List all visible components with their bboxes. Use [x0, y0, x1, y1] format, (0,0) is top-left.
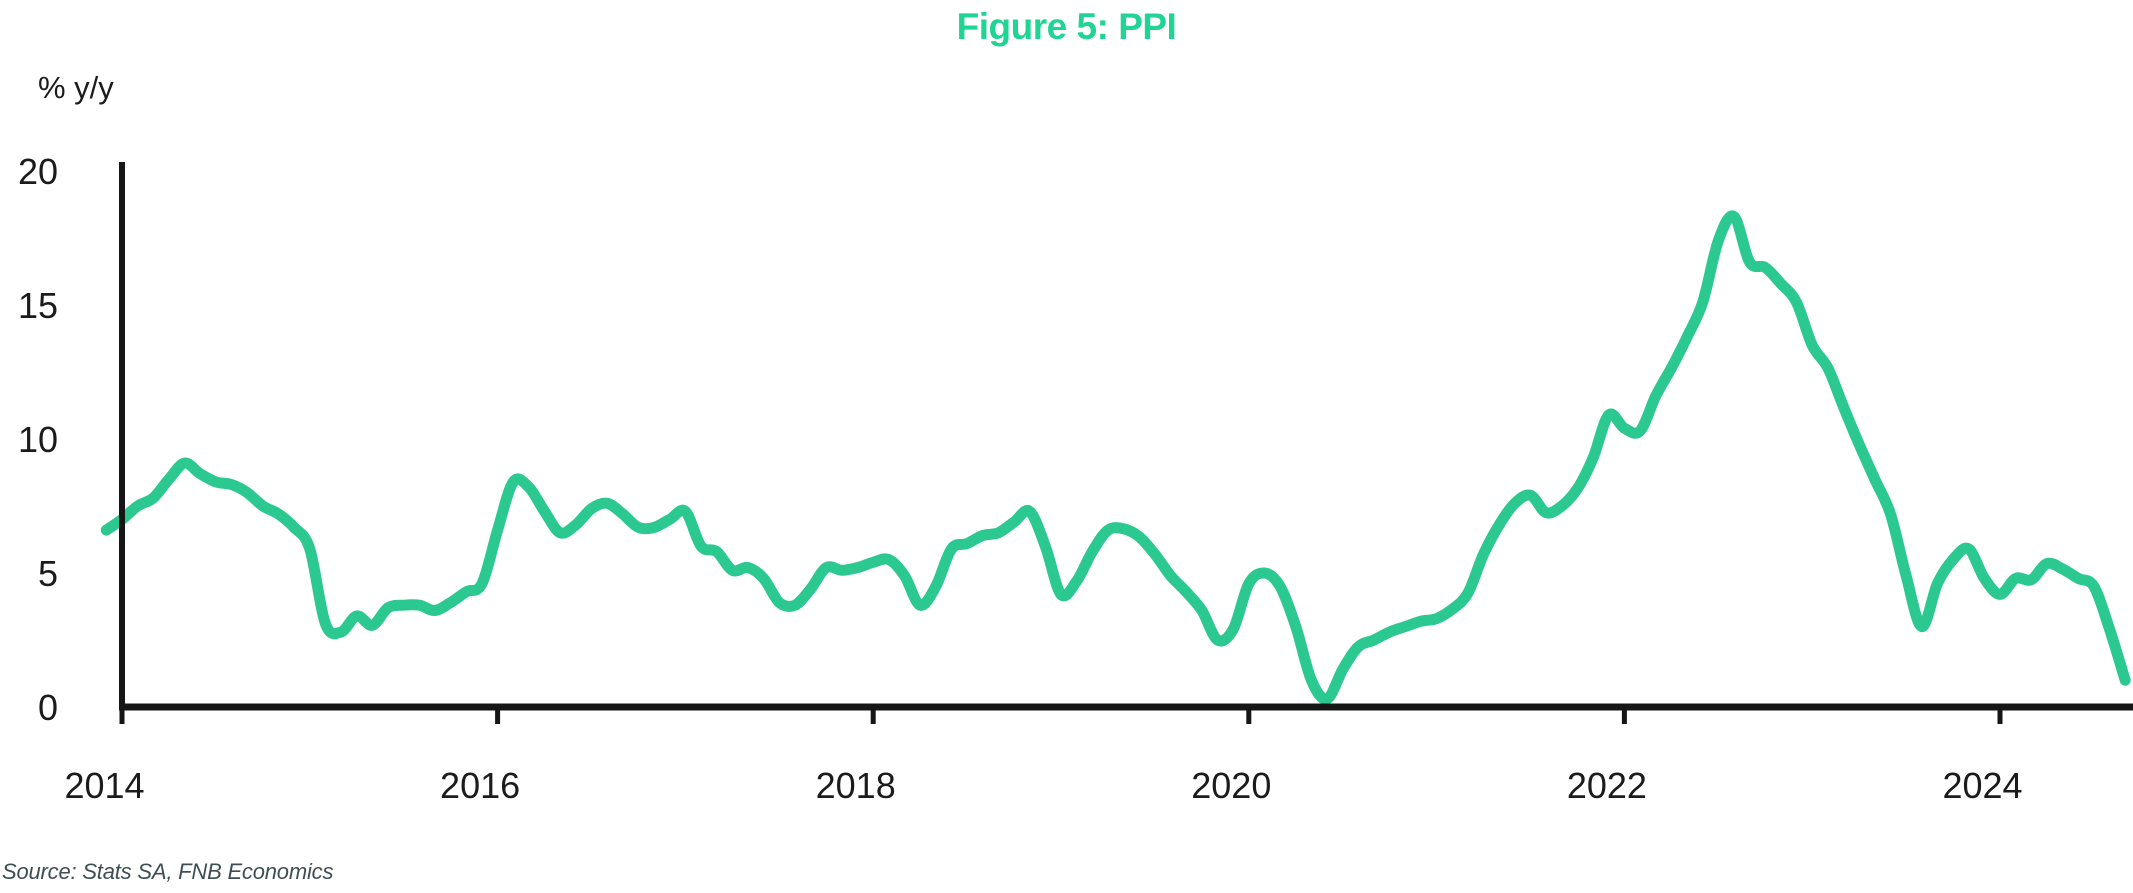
- y-tick-label: 0: [38, 687, 58, 728]
- y-tick-label: 10: [18, 419, 58, 460]
- x-axis-tick: [1246, 707, 1252, 724]
- x-axis-tick: [495, 707, 501, 724]
- x-axis-tick: [1997, 707, 2003, 724]
- x-tick-label: 2018: [816, 765, 896, 806]
- ppi-series-line: [100, 210, 2131, 705]
- y-axis-unit-label: % y/y: [38, 70, 114, 105]
- y-tick-label: 5: [38, 553, 58, 594]
- x-axis-tick: [1621, 707, 1627, 724]
- source-note: Source: Stats SA, FNB Economics: [2, 859, 334, 884]
- y-tick-label: 20: [18, 151, 58, 192]
- x-axis-tick: [119, 707, 125, 724]
- x-tick-label: 2014: [64, 765, 144, 806]
- x-axis-tick: [870, 707, 876, 724]
- x-tick-label: 2022: [1567, 765, 1647, 806]
- x-tick-label: 2016: [440, 765, 520, 806]
- figure-title: Figure 5: PPI: [956, 6, 1177, 47]
- x-tick-label: 2024: [1942, 765, 2022, 806]
- x-tick-label: 2020: [1191, 765, 1271, 806]
- y-tick-label: 15: [18, 285, 58, 326]
